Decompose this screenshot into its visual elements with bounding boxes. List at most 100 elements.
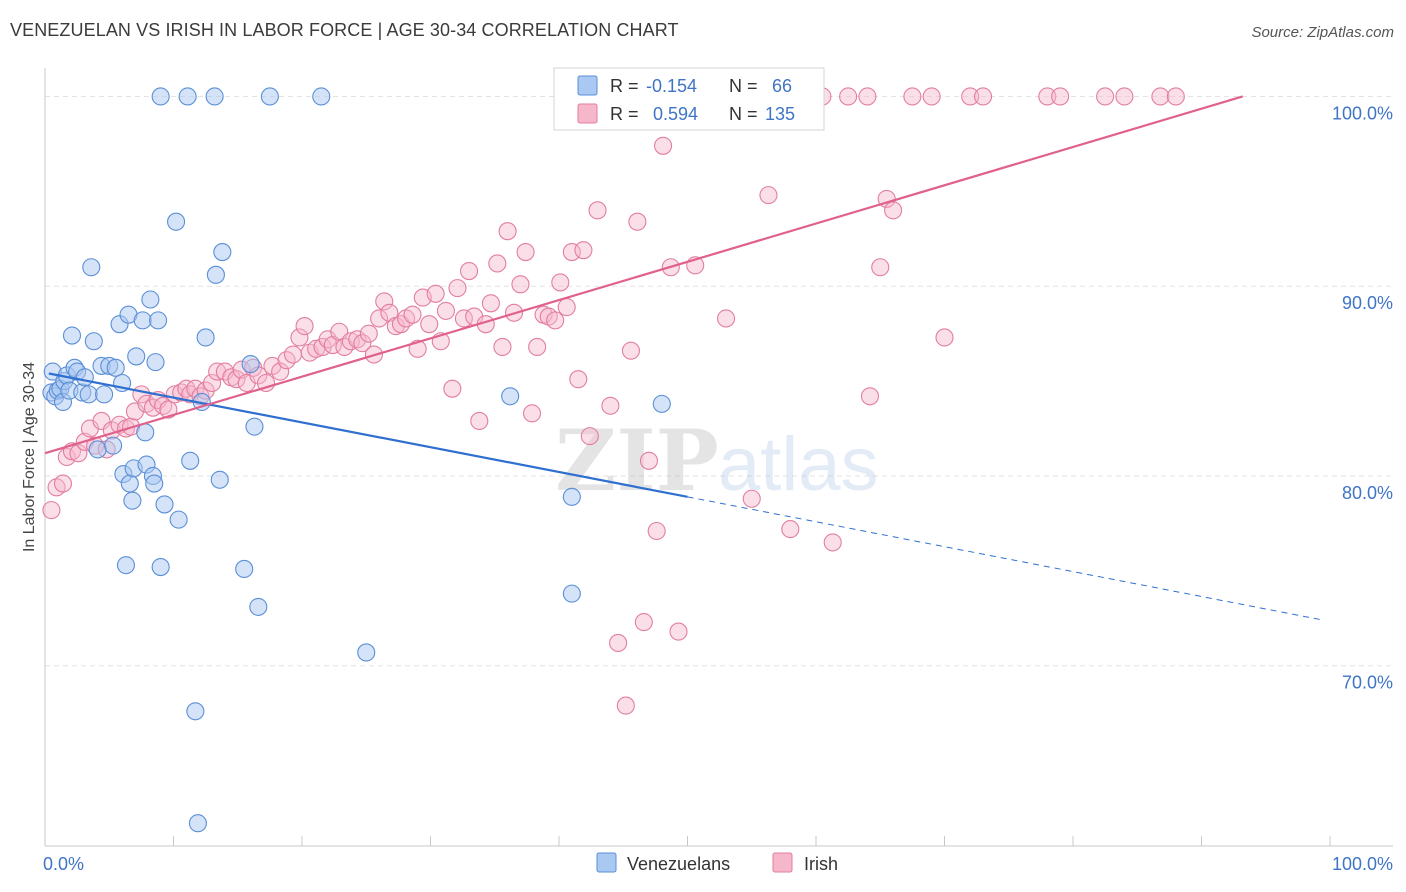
- legend-swatch-venezuelans: [577, 75, 598, 96]
- venezuelan-point: [79, 385, 98, 404]
- legend-n-label-venezuelans: N =: [729, 76, 758, 96]
- irish-point: [42, 501, 61, 520]
- venezuelan-point: [196, 328, 215, 347]
- irish-point: [557, 298, 576, 317]
- irish-point: [1151, 87, 1170, 106]
- irish-point: [203, 373, 222, 393]
- venezuelan-point: [652, 394, 671, 413]
- venezuelan-point: [169, 510, 188, 529]
- irish-point: [528, 337, 547, 356]
- venezuelan-point: [167, 212, 186, 231]
- irish-point: [639, 451, 659, 470]
- legend-r-label-venezuelans: R =: [610, 76, 639, 96]
- irish-point: [1166, 87, 1185, 106]
- chart-source: Source: ZipAtlas.com: [1251, 24, 1394, 41]
- irish-point: [1051, 87, 1070, 106]
- venezuelan-trend-line: [48, 372, 688, 498]
- venezuelan-point: [116, 556, 136, 575]
- irish-point: [436, 301, 455, 320]
- venezuelan-point: [155, 495, 174, 514]
- venezuelan-point: [210, 470, 229, 489]
- venezuelan-point: [357, 643, 376, 662]
- x-tick-label: 100.0%: [1332, 854, 1393, 874]
- venezuelan-point: [133, 311, 152, 330]
- venezuelan-point: [75, 368, 94, 387]
- x-axis-ticks: 0.0% 100.0%: [43, 836, 1393, 874]
- irish-point: [459, 261, 479, 281]
- legend-n-value-venezuelans: 66: [772, 76, 792, 96]
- venezuelan-point: [562, 487, 581, 506]
- irish-point: [1096, 87, 1115, 106]
- venezuelan-point: [312, 87, 331, 106]
- y-tick-label: 70.0%: [1342, 673, 1393, 693]
- irish-point: [858, 87, 877, 106]
- irish-point: [522, 404, 542, 423]
- venezuelan-point: [260, 87, 279, 106]
- irish-point: [839, 87, 858, 106]
- irish-point: [922, 87, 941, 106]
- y-tick-label: 90.0%: [1342, 293, 1393, 313]
- venezuelan-point: [88, 440, 107, 459]
- axes: [44, 68, 1393, 847]
- venezuelan-point: [241, 354, 260, 374]
- watermark: ZIP atlas: [555, 411, 879, 510]
- venezuelan-point: [249, 597, 268, 616]
- irish-point: [647, 521, 666, 541]
- irish-point: [516, 243, 535, 262]
- venezuelan-point: [106, 358, 125, 377]
- irish-point: [601, 396, 620, 415]
- irish-point: [1038, 87, 1057, 106]
- irish-point: [669, 622, 688, 641]
- chart-title: VENEZUELAN VS IRISH IN LABOR FORCE | AGE…: [10, 20, 679, 40]
- top-legend-box: [553, 67, 825, 131]
- irish-point: [562, 243, 581, 262]
- irish-point: [283, 345, 303, 364]
- x-tick-label: 0.0%: [43, 854, 84, 874]
- irish-point: [634, 613, 653, 632]
- venezuelan-point: [188, 814, 207, 833]
- irish-point: [781, 520, 800, 539]
- venezuelan-point: [95, 385, 114, 404]
- venezuelan-point: [186, 702, 205, 721]
- legend-n-label-irish: N =: [729, 104, 758, 124]
- venezuelan-point: [120, 474, 139, 493]
- top-legend: R = -0.154 N = 66 R = 0.594 N = 135: [553, 67, 825, 131]
- venezuelan-point: [213, 243, 232, 262]
- legend-n-value-irish: 135: [765, 104, 795, 124]
- venezuelan-point: [82, 258, 101, 277]
- venezuelan-point: [245, 417, 264, 436]
- venezuelan-point: [145, 474, 164, 493]
- venezuelan-point: [205, 87, 224, 106]
- venezuelan-trend-extension: [687, 496, 1324, 621]
- y-axis-label: In Labor Force | Age 30-34: [21, 362, 38, 552]
- irish-point: [616, 696, 635, 715]
- irish-point: [628, 212, 647, 231]
- venezuelan-point: [136, 423, 155, 442]
- irish-point: [353, 334, 372, 353]
- irish-point: [1115, 87, 1134, 106]
- irish-point: [569, 370, 588, 389]
- irish-point: [498, 222, 517, 241]
- bottom-legend-swatch-venezuelans: [596, 852, 617, 873]
- irish-point: [860, 387, 880, 406]
- venezuelan-point: [178, 87, 197, 106]
- irish-point: [375, 292, 394, 311]
- venezuelan-point: [141, 290, 160, 309]
- legend-r-value-venezuelans: -0.154: [646, 76, 697, 96]
- irish-point: [511, 275, 530, 294]
- venezuelan-points: [42, 87, 671, 833]
- irish-point: [654, 136, 673, 155]
- venezuelan-point: [146, 353, 165, 372]
- irish-point: [621, 341, 641, 360]
- venezuelan-point: [127, 347, 146, 366]
- irish-point: [488, 254, 507, 273]
- irish-point: [759, 186, 778, 205]
- irish-point: [370, 309, 389, 328]
- irish-point: [588, 201, 607, 220]
- irish-point: [159, 400, 178, 419]
- irish-point: [961, 87, 980, 106]
- irish-point: [609, 633, 628, 653]
- irish-point: [884, 201, 903, 220]
- bottom-legend-label-irish: Irish: [804, 854, 838, 874]
- irish-point: [935, 328, 954, 347]
